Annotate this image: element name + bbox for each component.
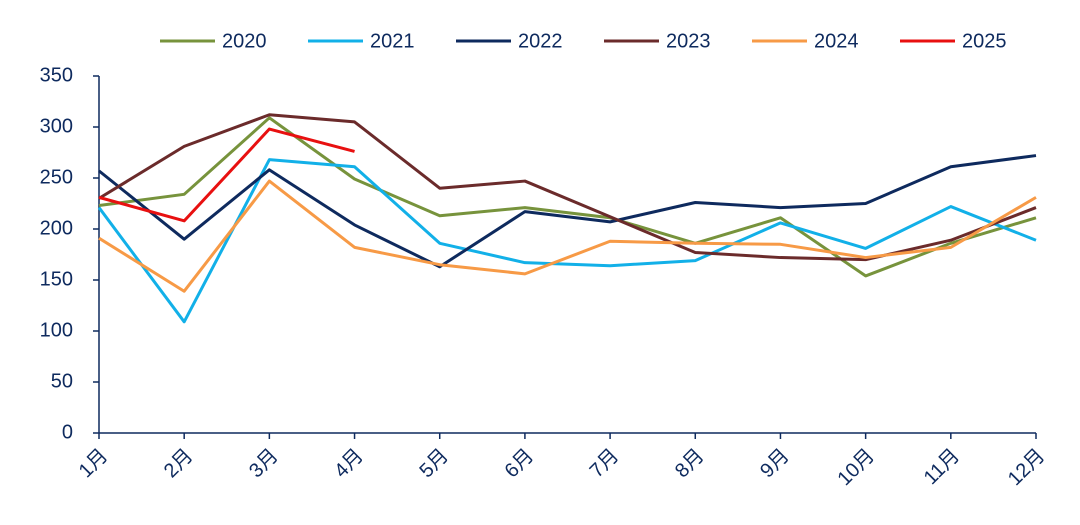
x-tick-label: 12月 [1004, 445, 1049, 490]
series-line [98, 179, 1037, 293]
series-line [98, 127, 355, 223]
x-tick-label: 11月 [920, 445, 964, 489]
y-tick-label: 0 [62, 421, 73, 443]
x-tick-label: 2月 [160, 445, 198, 483]
y-tick-label: 100 [40, 319, 73, 341]
legend-label: 2020 [222, 30, 267, 52]
y-tick-label: 250 [40, 166, 73, 188]
x-tick-label: 10月 [833, 445, 878, 490]
x-tick-label: 5月 [415, 445, 453, 483]
x-tick-label: 4月 [330, 445, 368, 483]
y-tick-label: 50 [51, 370, 73, 392]
x-tick-label: 7月 [586, 445, 624, 483]
series-line [98, 113, 1037, 262]
x-tick-label: 9月 [756, 445, 794, 483]
y-tick-label: 150 [40, 268, 73, 290]
x-tick-label: 1月 [75, 445, 113, 483]
y-tick-label: 200 [40, 217, 73, 239]
x-tick-label: 3月 [245, 445, 283, 483]
y-tick-label: 350 [40, 64, 73, 86]
legend-label: 2022 [518, 30, 563, 52]
legend-label: 2025 [962, 30, 1007, 52]
x-tick-label: 6月 [501, 445, 539, 483]
legend-label: 2021 [370, 30, 415, 52]
x-tick-label: 8月 [671, 445, 709, 483]
legend-label: 2023 [666, 30, 711, 52]
legend-label: 2024 [814, 30, 859, 52]
series-line [98, 154, 1037, 269]
series-line [98, 116, 1037, 278]
series-line [97, 158, 1037, 324]
y-tick-label: 300 [40, 115, 73, 137]
